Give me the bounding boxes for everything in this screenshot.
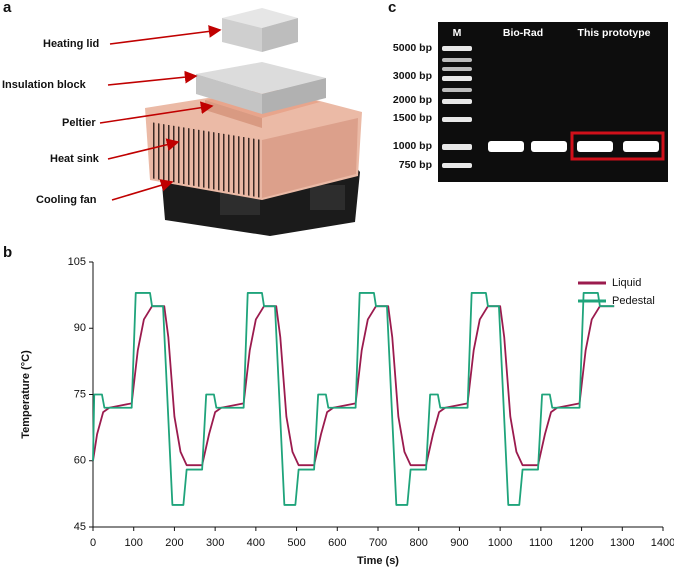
y-tick-label: 60 xyxy=(74,455,86,467)
x-tick-label: 0 xyxy=(90,537,96,549)
x-tick-label: 200 xyxy=(165,537,183,549)
highlight-box xyxy=(570,131,665,161)
lane-label: M xyxy=(453,27,462,39)
callout-label: Heat sink xyxy=(50,153,100,165)
data-line xyxy=(92,292,615,506)
x-axis-label: Time (s) xyxy=(357,555,399,567)
legend-label: Liquid xyxy=(612,277,641,289)
legend-label: Pedestal xyxy=(612,295,655,307)
x-tick-label: 1100 xyxy=(529,537,553,549)
x-tick-label: 300 xyxy=(206,537,224,549)
ladder-label: 750 bp xyxy=(399,159,432,171)
ladder-label: 3000 bp xyxy=(393,70,432,82)
panel-label: a xyxy=(3,0,12,16)
ladder-label: 1000 bp xyxy=(393,140,432,152)
y-axis-label: Temperature (°C) xyxy=(20,350,32,439)
x-tick-label: 1300 xyxy=(610,537,634,549)
device-illustration xyxy=(145,8,362,236)
chart: 45 60 75 90 105 0 100 200 300 400 500 600 700 800 900 1… xyxy=(20,256,674,567)
y-tick-label: 105 xyxy=(68,256,86,268)
x-tick-label: 600 xyxy=(328,537,346,549)
x-tick-label: 500 xyxy=(287,537,305,549)
ladder-label: 1500 bp xyxy=(393,112,432,124)
x-tick-label: 400 xyxy=(247,537,265,549)
y-tick-label: 90 xyxy=(74,322,86,334)
ladder-label: 5000 bp xyxy=(393,42,432,54)
callout-label: Cooling fan xyxy=(36,194,97,206)
data-line xyxy=(92,305,615,467)
gel-bands xyxy=(442,46,659,168)
callout-arrows xyxy=(99,25,222,201)
panel-label: c xyxy=(388,0,396,16)
x-tick-label: 100 xyxy=(125,537,143,549)
callout-label: Peltier xyxy=(62,117,96,129)
x-tick-label: 700 xyxy=(369,537,387,549)
lane-label: Bio-Rad xyxy=(503,27,543,39)
x-tick-label: 1200 xyxy=(569,537,593,549)
x-tick-label: 800 xyxy=(410,537,428,549)
callout-label: Heating lid xyxy=(43,38,99,50)
ladder-label: 2000 bp xyxy=(393,94,432,106)
panel-label: b xyxy=(3,244,12,261)
y-tick-label: 45 xyxy=(74,521,86,533)
lane-label: This prototype xyxy=(578,27,651,39)
gel-image xyxy=(438,22,668,182)
x-tick-label: 900 xyxy=(450,537,468,549)
y-tick-label: 75 xyxy=(74,388,86,400)
x-tick-label: 1000 xyxy=(488,537,512,549)
x-tick-label: 1400 xyxy=(651,537,674,549)
callout-label: Insulation block xyxy=(2,79,87,91)
